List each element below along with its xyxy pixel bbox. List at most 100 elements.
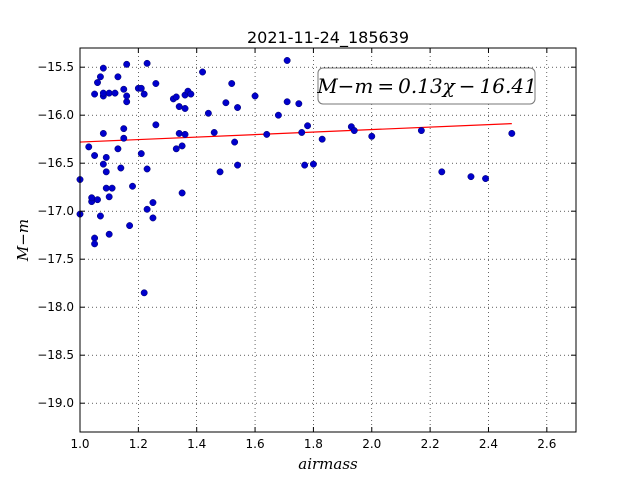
data-point: [99, 129, 107, 137]
data-point: [234, 161, 242, 169]
x-tick-label: 2.2: [421, 437, 440, 451]
data-point: [102, 168, 110, 176]
y-tick-label: −18.0: [37, 300, 74, 314]
data-point: [120, 134, 128, 142]
fit-annotation: M−m = 0.13χ − 16.41: [316, 67, 537, 105]
data-point: [91, 234, 99, 242]
data-point: [181, 130, 189, 138]
y-tick-labels: −15.5 −16.0 −16.5 −17.0 −17.5 −18.0 −18.5 −19.0: [37, 60, 74, 410]
data-point: [99, 160, 107, 168]
data-point: [172, 145, 180, 153]
data-point: [210, 129, 218, 136]
x-tick-label: 2.0: [362, 437, 381, 451]
data-point: [152, 121, 160, 129]
data-point: [137, 84, 145, 92]
data-point: [181, 105, 189, 112]
data-point: [304, 122, 312, 130]
grid: [79, 48, 576, 432]
data-point: [178, 142, 186, 150]
data-point: [91, 90, 99, 98]
data-point: [175, 129, 183, 137]
y-tick-label: −16.0: [37, 108, 74, 122]
data-point: [149, 199, 157, 207]
data-point: [216, 168, 224, 176]
data-point: [105, 230, 113, 238]
data-point: [143, 59, 151, 67]
data-point: [204, 109, 212, 117]
chart-title: 2021-11-24_185639: [247, 28, 409, 48]
data-point: [234, 104, 242, 111]
x-tick-labels: 1.0 1.2 1.4 1.6 1.8 2.0 2.2 2.4 2.6: [70, 437, 556, 451]
y-tick-label: −18.5: [37, 348, 74, 362]
data-point: [91, 240, 99, 248]
x-tick-label: 1.6: [246, 437, 265, 451]
data-point: [94, 79, 101, 87]
data-points: [76, 57, 516, 297]
data-point: [417, 127, 425, 135]
data-point: [114, 73, 122, 81]
data-point: [350, 127, 358, 135]
plot-frame: [79, 47, 577, 433]
y-tick-label: −15.5: [37, 60, 74, 74]
data-point: [111, 89, 119, 97]
data-point: [199, 68, 206, 76]
data-point: [143, 165, 151, 173]
data-point: [318, 135, 326, 143]
x-tick-label: 1.2: [129, 437, 148, 451]
data-point: [283, 98, 291, 106]
fit-equation: M−m = 0.13χ − 16.41: [316, 74, 537, 98]
data-point: [102, 153, 110, 161]
data-point: [96, 73, 104, 81]
x-tick-label: 1.4: [187, 437, 206, 451]
data-point: [309, 160, 317, 168]
data-point: [482, 175, 490, 183]
x-tick-label: 1.0: [70, 437, 89, 451]
data-point: [467, 173, 475, 181]
data-point: [99, 89, 107, 97]
data-point: [438, 168, 446, 176]
data-point: [102, 184, 110, 192]
data-point: [117, 164, 125, 172]
y-tick-label: −17.5: [37, 252, 74, 266]
data-point: [120, 85, 128, 93]
data-point: [175, 103, 183, 111]
y-tick-label: −16.5: [37, 156, 74, 170]
data-point: [108, 184, 116, 192]
data-point: [149, 214, 157, 222]
fit-line-group: [79, 123, 512, 143]
data-point: [123, 92, 131, 100]
data-point: [114, 145, 122, 153]
y-tick-label: −17.0: [37, 204, 74, 218]
axis-ticks: [79, 48, 576, 432]
data-point: [231, 138, 239, 146]
y-tick-label: −19.0: [37, 396, 74, 410]
data-point: [123, 98, 131, 106]
x-tick-label: 2.6: [537, 437, 556, 451]
data-point: [152, 80, 160, 87]
data-point: [178, 189, 186, 197]
data-point: [105, 89, 113, 97]
data-point: [120, 125, 128, 133]
data-point: [137, 150, 145, 158]
x-tick-label: 1.8: [304, 437, 323, 451]
data-point: [105, 193, 113, 201]
data-point: [301, 161, 309, 169]
data-point: [99, 64, 107, 72]
data-point: [172, 93, 180, 101]
y-axis-label: M−m: [14, 219, 32, 262]
data-point: [187, 90, 195, 98]
x-axis-label: airmass: [298, 455, 358, 473]
fit-line: [79, 123, 512, 143]
data-point: [85, 143, 93, 151]
data-point: [94, 196, 101, 204]
data-point: [283, 57, 291, 64]
data-point: [140, 289, 148, 297]
data-point: [508, 129, 516, 137]
data-point: [143, 205, 151, 213]
data-point: [129, 182, 136, 190]
data-point: [295, 100, 303, 108]
data-point: [96, 212, 104, 220]
data-point: [274, 111, 282, 119]
data-point: [88, 194, 96, 202]
